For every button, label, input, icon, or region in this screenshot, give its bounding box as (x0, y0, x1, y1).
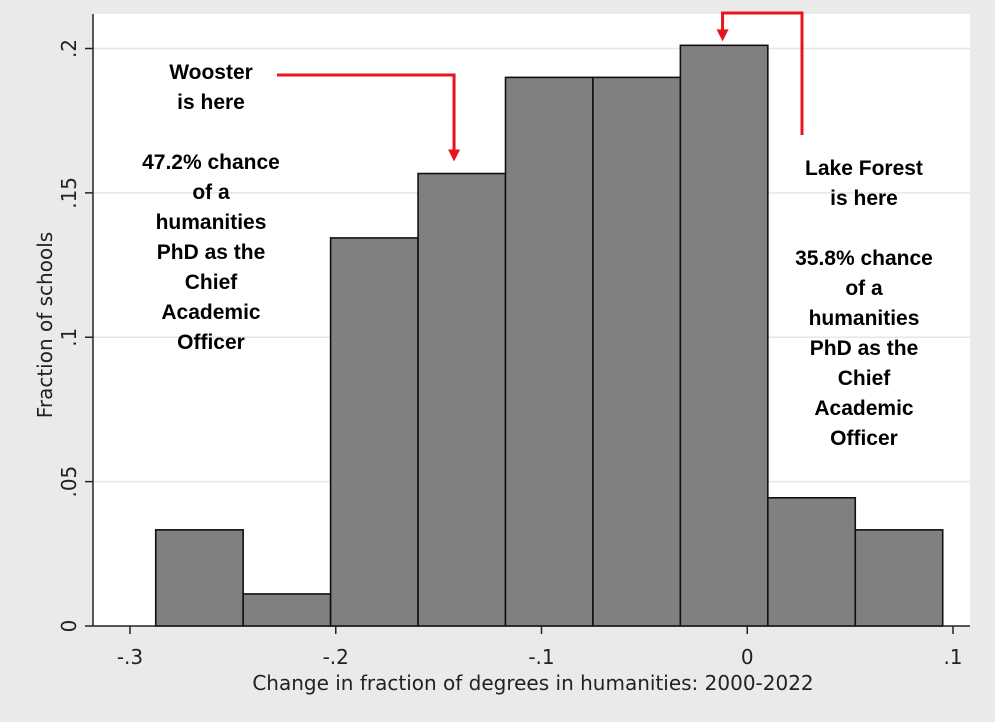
annotation-line: Academic (161, 301, 261, 324)
histogram-bar (242, 593, 332, 627)
x-axis-ticks: -.3 -.2 -.1 0 .1 (117, 626, 963, 669)
annotation-wooster: Wooster is here 47.2% chance of a humanities… (142, 61, 280, 354)
bars (154, 44, 944, 627)
y-tick-label: .15 (57, 177, 81, 209)
annotation-line: Chief (838, 367, 892, 390)
histogram-bar (767, 496, 857, 627)
histogram-bar (854, 529, 944, 627)
lake-forest-arrow (721, 11, 804, 135)
histogram-bar (679, 44, 769, 627)
annotation-line: PhD as the (810, 337, 919, 360)
lake-forest-arrow-head (716, 29, 729, 42)
annotation-line: Officer (830, 427, 898, 450)
histogram-bar (154, 529, 244, 627)
histogram-bar (417, 172, 507, 627)
x-tick-label: 0 (741, 645, 754, 669)
annotation-line: Chief (185, 271, 239, 294)
histogram-bar (592, 76, 682, 627)
y-tick-label: .05 (57, 466, 81, 498)
annotation-line: is here (830, 187, 898, 210)
histogram-bar (329, 237, 419, 627)
y-tick-label: 0 (57, 620, 81, 633)
annotation-line: of a (192, 181, 230, 204)
y-tick-label: .1 (57, 328, 81, 347)
y-axis-title: Fraction of schools (33, 232, 57, 418)
annotation-line: Wooster (169, 61, 253, 84)
x-tick-label: -.3 (117, 645, 143, 669)
x-axis-title: Change in fraction of degrees in humanit… (252, 671, 813, 695)
annotation-line: humanities (156, 211, 267, 234)
annotation-line: Officer (177, 331, 245, 354)
annotation-line: 35.8% chance (795, 247, 933, 270)
x-tick-label: -.2 (323, 645, 349, 669)
x-tick-label: .1 (943, 645, 962, 669)
annotation-line: is here (177, 91, 245, 114)
y-axis-ticks: 0 .05 .1 .15 .2 (57, 39, 93, 632)
wooster-arrow-head (448, 149, 461, 162)
x-tick-label: -.1 (528, 645, 554, 669)
annotation-line: 47.2% chance (142, 151, 280, 174)
annotation-lake-forest: Lake Forest is here 35.8% chance of a humani… (795, 157, 933, 450)
histogram-bar (504, 76, 594, 627)
annotation-line: of a (845, 277, 883, 300)
annotation-line: Lake Forest (805, 157, 923, 180)
annotation-line: Academic (814, 397, 914, 420)
wooster-arrow (277, 73, 456, 152)
annotation-line: humanities (809, 307, 920, 330)
y-tick-label: .2 (57, 39, 81, 58)
annotation-line: PhD as the (157, 241, 266, 264)
